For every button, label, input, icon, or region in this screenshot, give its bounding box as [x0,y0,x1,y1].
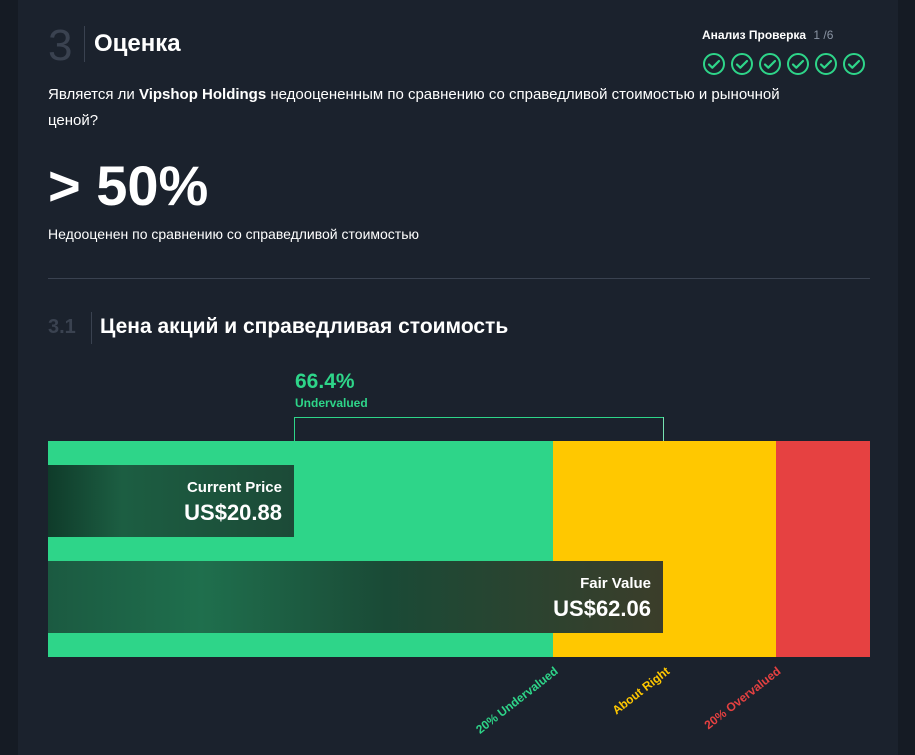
checks-list [702,52,866,76]
fair-value-label: Fair Value [580,575,651,592]
checks-score: 1 /6 [813,28,834,42]
divider [48,278,870,279]
zone-overvalued [776,441,870,657]
current-price-label: Current Price [186,479,282,496]
check-circle-icon[interactable] [702,52,726,76]
summary-value: > 50% [48,154,209,217]
valuation-question: Является ли Vipshop Holdings недооцененн… [48,82,828,134]
subsection-divider [91,312,92,344]
check-circle-icon[interactable] [842,52,866,76]
undervalued-label: Undervalued [295,396,368,410]
undervalued-percent: 66.4% [295,370,355,393]
subsection-number: 3.1 [48,316,76,338]
question-suffix: недооцененным по сравнению со справедлив… [48,86,780,129]
section-divider [84,26,85,62]
subsection-title: Цена акций и справедливая стоимость [100,315,509,338]
current-price-bar[interactable]: Current Price US$20.88 [48,465,294,537]
section-number: 3 [48,21,73,70]
check-circle-icon[interactable] [786,52,810,76]
current-price-value: US$20.88 [184,500,282,525]
section-title: Оценка [94,30,181,57]
check-circle-icon[interactable] [814,52,838,76]
check-circle-icon[interactable] [730,52,754,76]
checks-label: Анализ Проверка 1 /6 [702,28,833,42]
checks-label-text: Анализ Проверка [702,28,807,42]
fair-value-value: US$62.06 [553,596,651,621]
summary-text: Недооценен по сравнению со справедливой … [48,226,419,242]
difference-bracket [294,417,664,441]
question-prefix: Является ли [48,86,139,103]
company-name[interactable]: Vipshop Holdings [138,86,267,103]
fair-value-bar[interactable]: Fair Value US$62.06 [48,561,663,633]
check-circle-icon[interactable] [758,52,782,76]
